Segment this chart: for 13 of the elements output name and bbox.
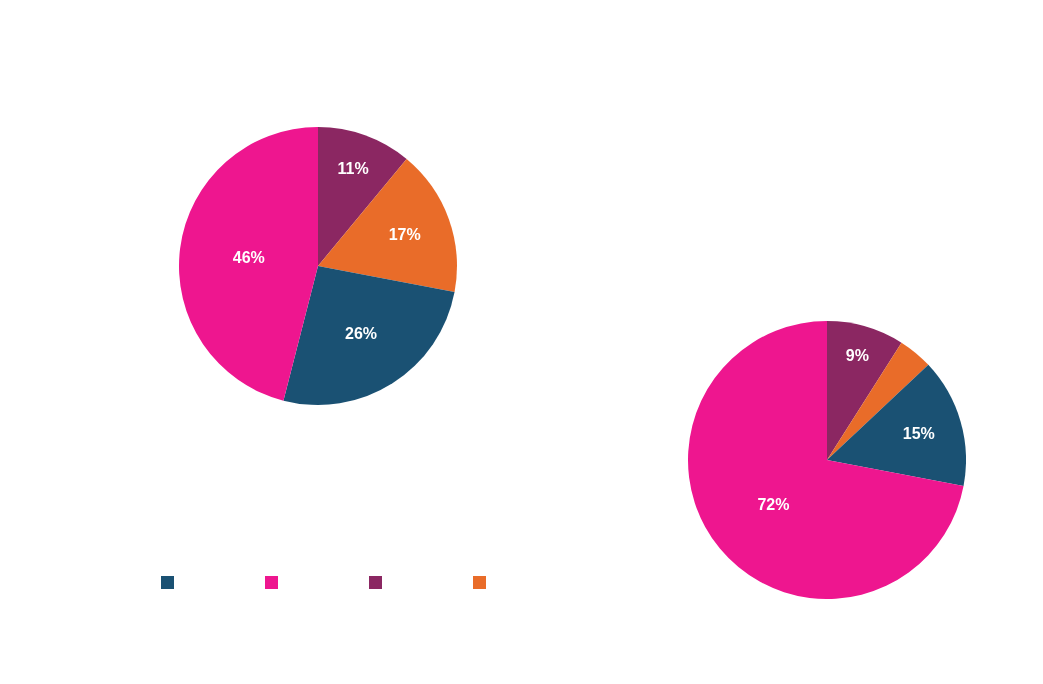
data-label: 17% xyxy=(388,226,421,244)
pie-slice xyxy=(179,127,318,401)
data-label: 72% xyxy=(757,495,790,513)
data-label: 15% xyxy=(902,424,935,442)
data-label: 46% xyxy=(232,248,265,266)
data-label: 9% xyxy=(845,347,869,365)
data-label: 26% xyxy=(345,325,378,343)
data-label: 11% xyxy=(337,159,369,177)
pie-slice xyxy=(283,266,455,405)
pie-slice xyxy=(688,321,964,599)
pie-slice xyxy=(827,321,902,460)
pie-slice xyxy=(318,158,457,293)
pie-slice xyxy=(827,364,966,487)
